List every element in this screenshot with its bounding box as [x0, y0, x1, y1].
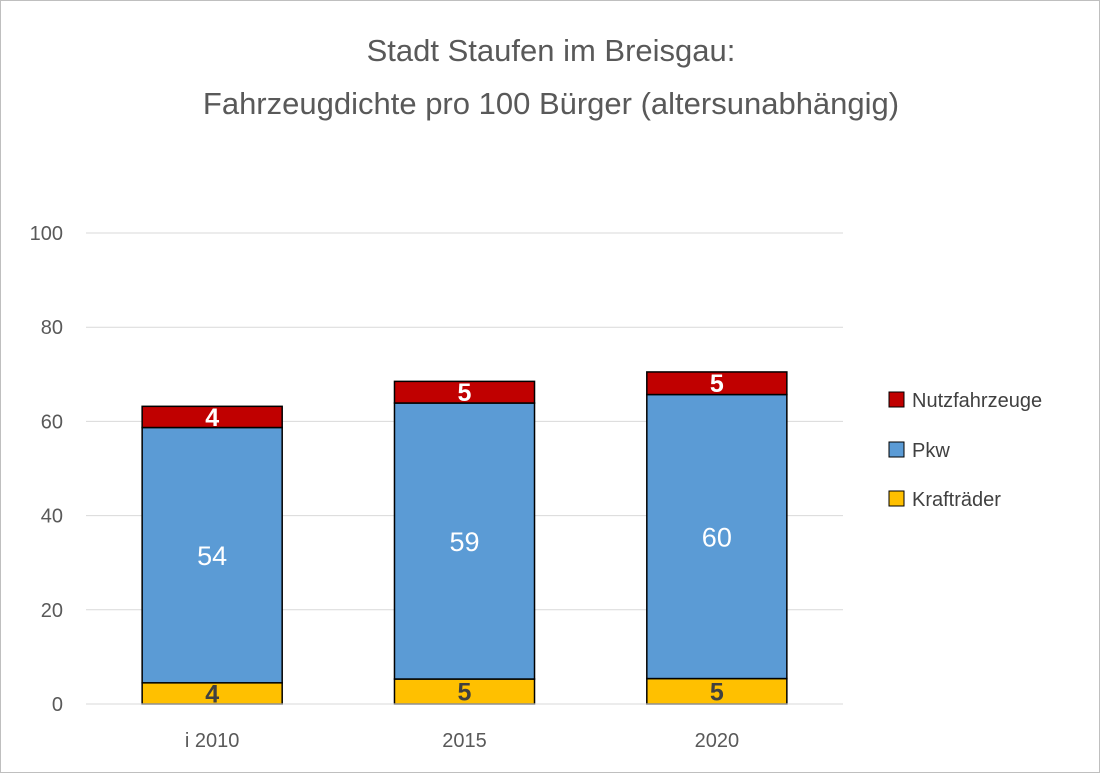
- chart-title: Stadt Staufen im Breisgau: Fahrzeugdichte…: [203, 33, 899, 121]
- y-tick-label-100: 100: [30, 223, 63, 245]
- data-label-krafträder-2: 5: [458, 679, 472, 707]
- chart-title-line-2: Fahrzeugdichte pro 100 Bürger (altersuna…: [203, 86, 899, 121]
- bar-pkw-1: [141, 426, 283, 684]
- data-label-pkw-1: 54: [197, 541, 227, 571]
- x-tick-label-2: 2015: [442, 730, 487, 752]
- x-tick-label-1: i 2010: [185, 730, 240, 752]
- data-label-pkw-2: 59: [449, 527, 479, 557]
- x-tick-label-3: 2020: [695, 730, 740, 752]
- y-tick-label-20: 20: [41, 600, 63, 622]
- legend-swatch-nutzfahrzeuge: [888, 391, 905, 408]
- y-tick-label-80: 80: [41, 317, 63, 339]
- legend: Nutzfahrzeuge Pkw Krafträder: [888, 390, 1042, 511]
- y-axis: 0 20 40 60 80 100: [30, 223, 63, 716]
- data-label-krafträder-1: 4: [205, 680, 219, 708]
- data-label-nutzfahrzeuge-1: 4: [205, 404, 219, 432]
- bar-nutzfahrzeuge-3: [646, 371, 788, 396]
- data-label-pkw-3: 60: [702, 523, 732, 553]
- y-tick-label-40: 40: [41, 506, 63, 528]
- legend-label-nutzfahrzeuge: Nutzfahrzeuge: [912, 390, 1042, 412]
- bar-nutzfahrzeuge-1: [141, 405, 283, 429]
- legend-swatch-pkw: [888, 441, 905, 458]
- data-label-nutzfahrzeuge-2: 5: [458, 379, 472, 407]
- chart-title-line-1: Stadt Staufen im Breisgau:: [367, 33, 736, 68]
- legend-swatch-krafträder: [888, 490, 905, 507]
- bar-pkw-2: [393, 402, 536, 680]
- bars: 4 54 4 5 59 5 5 60 5: [141, 370, 788, 708]
- bar-pkw-3: [646, 393, 788, 680]
- bar-krafträder-3: [646, 677, 788, 705]
- y-tick-label-60: 60: [41, 411, 63, 433]
- legend-label-krafträder: Krafträder: [912, 489, 1001, 511]
- y-tick-label-0: 0: [52, 694, 63, 716]
- x-axis: i 2010 2015 2020: [86, 703, 843, 752]
- bar-nutzfahrzeuge-2: [393, 380, 536, 404]
- data-label-nutzfahrzeuge-3: 5: [710, 370, 724, 398]
- data-label-krafträder-3: 5: [710, 678, 724, 706]
- legend-label-pkw: Pkw: [912, 440, 950, 462]
